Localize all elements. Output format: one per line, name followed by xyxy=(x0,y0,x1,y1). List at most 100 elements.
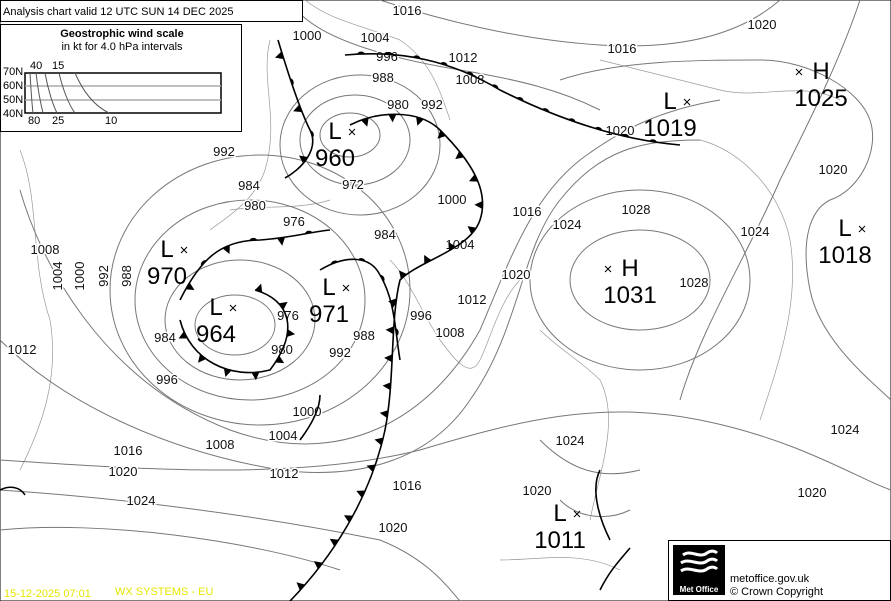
centre-marker-icon xyxy=(604,265,612,273)
isobar-label: 988 xyxy=(119,265,134,287)
isobar-label: 1024 xyxy=(741,224,770,239)
warm-front-semicircle xyxy=(310,130,314,138)
cold-front-triangle xyxy=(277,237,286,246)
front-segment xyxy=(299,394,321,441)
warm-front-semicircle xyxy=(304,230,313,234)
warm-front-semicircle xyxy=(466,71,474,77)
centre-marker-icon xyxy=(229,304,237,312)
footer-system: WX SYSTEMS - EU xyxy=(115,586,214,598)
warm-front-semicircle xyxy=(649,139,658,143)
isobar-label: 976 xyxy=(277,308,299,323)
warm-front-semicircle xyxy=(594,126,603,131)
warm-front-semicircle xyxy=(412,55,421,59)
wind-scale-subtitle: in kt for 4.0 hPa intervals xyxy=(61,41,183,53)
cold-front-triangle xyxy=(298,155,308,164)
cold-front-triangle xyxy=(222,245,230,254)
copyright: © Crown Copyright xyxy=(730,586,824,598)
lat-60n: 60N xyxy=(3,80,23,92)
centre-marker-icon xyxy=(180,246,188,254)
centre-marker-icon xyxy=(573,510,581,518)
cold-front-triangle xyxy=(275,51,284,60)
isobar-label: 992 xyxy=(96,265,111,287)
cold-front-triangle xyxy=(293,104,303,113)
centre-type: L xyxy=(838,215,851,242)
scale-bottom-25: 25 xyxy=(52,115,64,127)
warm-front-semicircle xyxy=(568,118,576,123)
cold-front-triangle xyxy=(382,382,391,391)
isobar-label: 1008 xyxy=(436,325,465,340)
isobar-label: 1020 xyxy=(819,162,848,177)
centre-marker-icon xyxy=(858,225,866,233)
lat-40n: 40N xyxy=(3,108,23,120)
warm-front-semicircle xyxy=(379,274,385,282)
cold-front-triangle xyxy=(356,490,366,498)
website-link[interactable]: metoffice.gov.uk xyxy=(730,573,810,585)
cold-front-triangle xyxy=(313,561,323,570)
centre-marker-icon xyxy=(342,284,350,292)
cold-front-triangle xyxy=(374,437,384,446)
cold-front-triangle xyxy=(185,282,195,290)
isobar-label: 1028 xyxy=(622,202,651,217)
isobar-label: 980 xyxy=(244,198,266,213)
cold-front-triangle xyxy=(366,464,376,473)
isobar-label: 980 xyxy=(387,97,409,112)
centre-pressure: 964 xyxy=(196,321,236,348)
centre-pressure: 1019 xyxy=(643,115,696,142)
isobar-label: 1016 xyxy=(393,478,422,493)
isobar-label: 988 xyxy=(353,328,375,343)
waves-icon xyxy=(680,549,719,573)
cold-front-triangle xyxy=(469,174,478,182)
isobar-label: 984 xyxy=(238,178,260,193)
warm-front-semicircle xyxy=(384,51,393,55)
occluded-front xyxy=(277,39,314,179)
centre-type: L xyxy=(322,274,335,301)
centre-pressure: 1018 xyxy=(818,242,871,269)
warm-front-semicircle xyxy=(200,260,207,267)
logo-text: Met Office xyxy=(679,585,719,594)
cold-front-triangle xyxy=(329,538,339,547)
centre-pressure: 971 xyxy=(309,301,349,328)
centre-type: L xyxy=(328,118,341,145)
coastlines xyxy=(19,0,841,571)
scale-top-40: 40 xyxy=(30,60,42,72)
cold-front-triangle xyxy=(398,270,408,280)
isobar-label: 1012 xyxy=(449,50,478,65)
wind-scale-title: Geostrophic wind scale xyxy=(60,28,184,40)
cold-front-triangle xyxy=(361,117,369,127)
isobar-label: 1000 xyxy=(72,262,87,291)
isobar-label: 972 xyxy=(342,177,364,192)
isobar-label: 1012 xyxy=(8,342,37,357)
cold-front xyxy=(289,113,484,601)
centre-pressure: 1011 xyxy=(534,527,586,554)
cold-front-triangle xyxy=(343,515,353,523)
centre-marker-icon xyxy=(683,98,691,106)
isobar-label: 1008 xyxy=(31,242,60,257)
warm-front-semicircle xyxy=(356,51,365,55)
chart-title: Analysis chart valid 12 UTC SUN 14 DEC 2… xyxy=(0,0,303,22)
centre-type: L xyxy=(553,500,566,527)
isobar-label: 1020 xyxy=(798,485,827,500)
centre-pressure: 970 xyxy=(147,263,187,290)
isobar-label: 1012 xyxy=(458,292,487,307)
cold-front-triangle xyxy=(424,254,432,264)
met-office-credit: Met Office metoffice.gov.uk © Crown Copy… xyxy=(668,540,891,601)
cold-front-triangle xyxy=(437,130,446,139)
isobar-label: 1024 xyxy=(831,422,860,437)
geostrophic-wind-scale: Geostrophic wind scale in kt for 4.0 hPa… xyxy=(0,24,242,132)
scale-bottom-10: 10 xyxy=(105,115,117,127)
warm-front-semicircle xyxy=(516,96,524,102)
front-segment xyxy=(599,547,631,591)
isobar-label: 992 xyxy=(213,144,235,159)
scale-top-15: 15 xyxy=(52,60,64,72)
centre-marker-icon xyxy=(348,128,356,136)
cold-front-triangle xyxy=(251,371,260,381)
cold-front-triangle xyxy=(379,410,389,418)
isobar-label: 1028 xyxy=(680,275,709,290)
cold-front xyxy=(179,289,289,374)
isobar-label: 1004 xyxy=(50,262,65,291)
isobar-label: 1004 xyxy=(361,30,390,45)
isobar-label: 1008 xyxy=(206,437,235,452)
isobar-label: 1012 xyxy=(270,466,299,481)
centre-marker-icon xyxy=(795,68,803,76)
